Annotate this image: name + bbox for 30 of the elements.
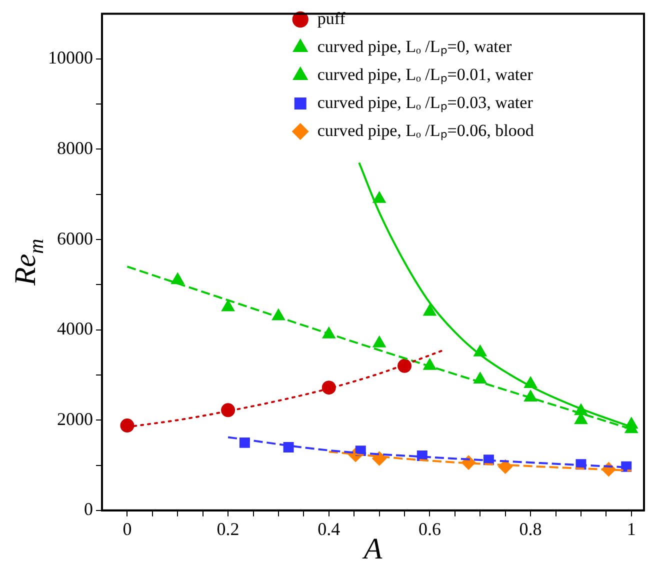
legend-label: curved pipe, Lₒ /Lₚ=0.06, blood	[317, 120, 534, 141]
y-tick-label: 0	[84, 499, 93, 520]
x-tick-label: 0	[122, 518, 132, 539]
legend-label: puff	[317, 8, 346, 28]
y-tick-label: 8000	[57, 138, 93, 158]
x-tick-label: 0.6	[418, 518, 441, 539]
x-axis-title: A	[362, 532, 383, 566]
point	[524, 390, 537, 402]
point	[283, 442, 294, 452]
y-tick-label: 10000	[48, 48, 93, 68]
y-tick-label: 4000	[57, 318, 93, 339]
x-tick-label: 0.8	[519, 518, 542, 539]
legend-label: curved pipe, Lₒ /Lₚ=0, water	[317, 36, 512, 57]
legend-label: curved pipe, Lₒ /Lₚ=0.03, water	[317, 92, 534, 113]
point	[398, 358, 412, 373]
point	[424, 304, 436, 316]
point	[221, 403, 236, 418]
point	[222, 300, 234, 312]
point	[120, 418, 134, 433]
point	[373, 192, 386, 203]
x-tick-label: 0.4	[318, 518, 340, 539]
y-axis-title: Rem	[8, 238, 48, 287]
point	[171, 273, 184, 284]
x-tick-label: 0.2	[216, 518, 240, 539]
y-tick-label: 6000	[57, 228, 93, 248]
point	[322, 380, 336, 395]
y-tick-label: 2000	[57, 408, 93, 429]
legend-label: curved pipe, Lₒ /Lₚ=0.01, water	[317, 64, 534, 85]
x-tick-label: 1	[626, 518, 636, 539]
point	[373, 336, 386, 348]
